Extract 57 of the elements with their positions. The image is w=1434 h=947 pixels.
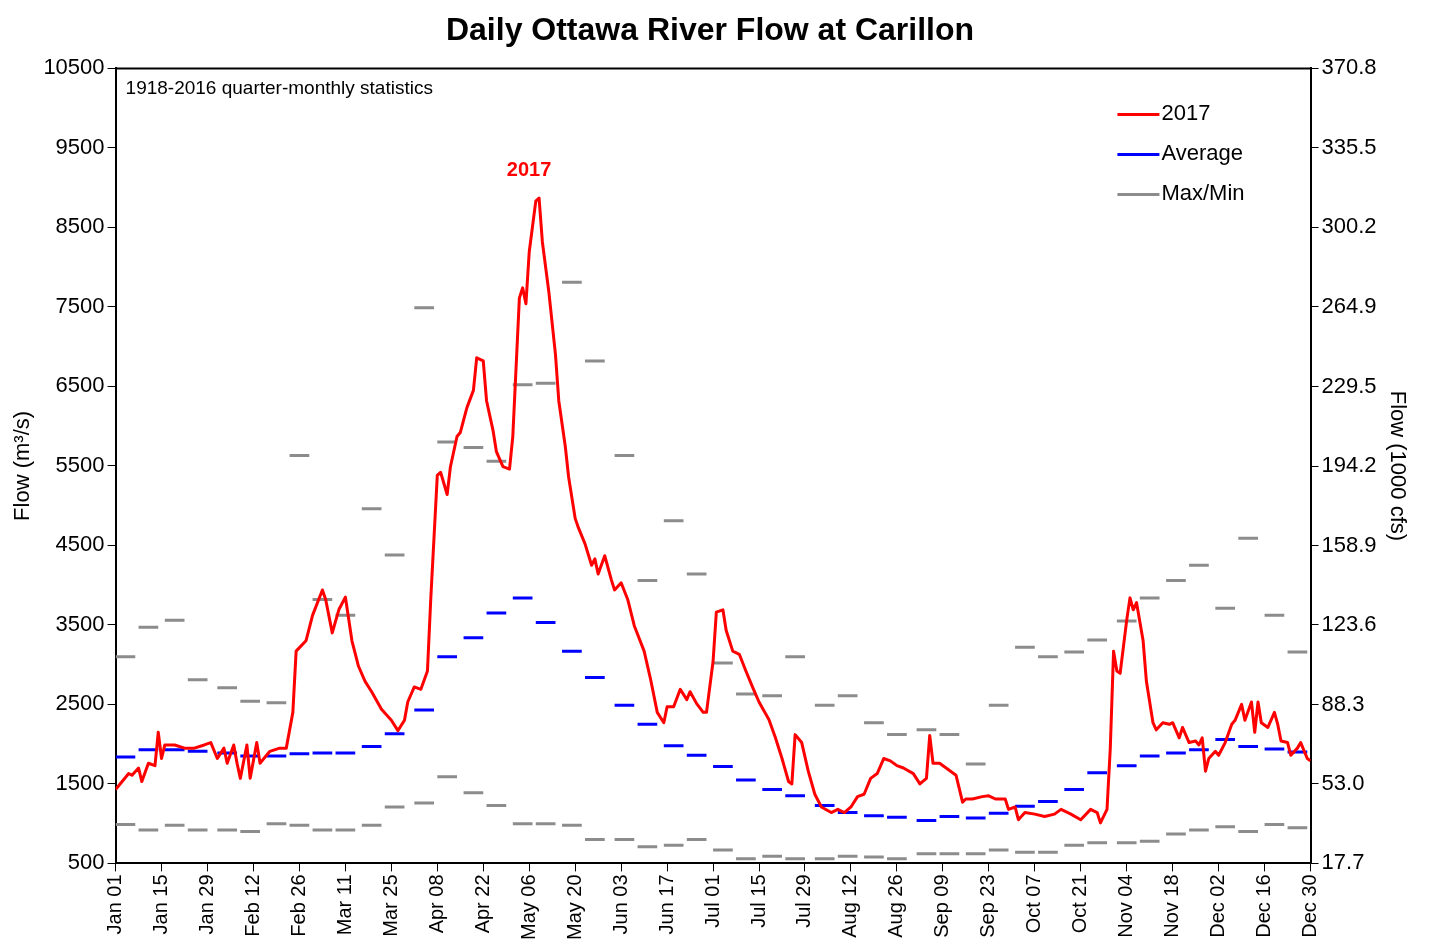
y-tick-label: 500: [67, 849, 105, 875]
x-tick-label: Mar 11: [332, 874, 355, 936]
x-tick-label: Jul 29: [792, 874, 815, 928]
annotation: 2017: [506, 157, 552, 180]
y2-tick-label: 123.6: [1321, 611, 1377, 637]
chart-title: Daily Ottawa River Flow at Carillon: [445, 11, 975, 48]
y-tick-label: 9500: [55, 133, 105, 159]
x-tick-label: Mar 25: [378, 874, 401, 937]
y2-tick-label: 335.5: [1321, 133, 1377, 159]
y2-tick-label: 17.7: [1321, 849, 1365, 875]
x-tick-label: May 20: [562, 874, 585, 941]
x-tick-label: Dec 02: [1206, 874, 1229, 938]
x-tick-label: Nov 18: [1160, 874, 1183, 938]
x-tick-label: Dec 16: [1252, 874, 1275, 938]
y2-tick-label: 300.2: [1321, 213, 1377, 239]
x-tick-label: Sep 09: [930, 874, 953, 938]
y2-tick-label: 264.9: [1321, 292, 1377, 318]
x-tick-label: Oct 21: [1068, 874, 1091, 934]
y-axis-title: Flow (m³/s): [9, 410, 35, 521]
y2-tick-label: 370.8: [1321, 54, 1377, 80]
y-tick-label: 1500: [55, 769, 105, 795]
y2-tick-label: 88.3: [1321, 690, 1365, 716]
y-tick-label: 10500: [43, 54, 105, 80]
x-tick-label: Feb 12: [240, 874, 263, 937]
x-tick-label: Jan 15: [149, 874, 172, 935]
annotation: 1918-2016 quarter-monthly statistics: [125, 76, 433, 98]
legend-label: 2017: [1161, 100, 1211, 126]
legend-label: Max/Min: [1161, 180, 1245, 206]
x-tick-label: Apr 08: [424, 874, 447, 934]
x-tick-label: Dec 30: [1298, 874, 1321, 938]
y-tick-label: 7500: [55, 292, 105, 318]
x-tick-label: Jan 29: [195, 874, 218, 935]
y-tick-label: 8500: [55, 213, 105, 239]
x-tick-label: Jun 17: [654, 874, 677, 935]
y-tick-label: 4500: [55, 531, 105, 557]
y-tick-label: 3500: [55, 610, 105, 636]
x-tick-label: Jan 01: [103, 874, 126, 935]
y2-axis-title: Flow (1000 cfs): [1385, 390, 1411, 542]
x-tick-label: Sep 23: [976, 874, 999, 938]
x-tick-label: Oct 07: [1022, 874, 1045, 934]
legend-label: Average: [1161, 140, 1243, 166]
x-tick-label: Jul 15: [746, 874, 769, 928]
y-tick-label: 5500: [55, 451, 105, 477]
x-tick-label: Aug 26: [884, 874, 907, 938]
y-tick-label: 6500: [55, 372, 105, 398]
x-tick-label: Jul 01: [700, 874, 723, 928]
x-tick-label: Nov 04: [1114, 874, 1137, 938]
x-tick-label: Aug 12: [838, 874, 861, 938]
y2-tick-label: 158.9: [1321, 531, 1377, 557]
y-tick-label: 2500: [55, 690, 105, 716]
y2-tick-label: 53.0: [1321, 770, 1365, 795]
x-tick-label: Apr 22: [470, 874, 493, 934]
y2-tick-label: 229.5: [1321, 372, 1377, 398]
x-tick-label: Feb 26: [286, 874, 309, 937]
y2-tick-label: 194.2: [1321, 452, 1377, 478]
x-tick-label: May 06: [516, 874, 539, 941]
x-tick-label: Jun 03: [608, 874, 631, 935]
